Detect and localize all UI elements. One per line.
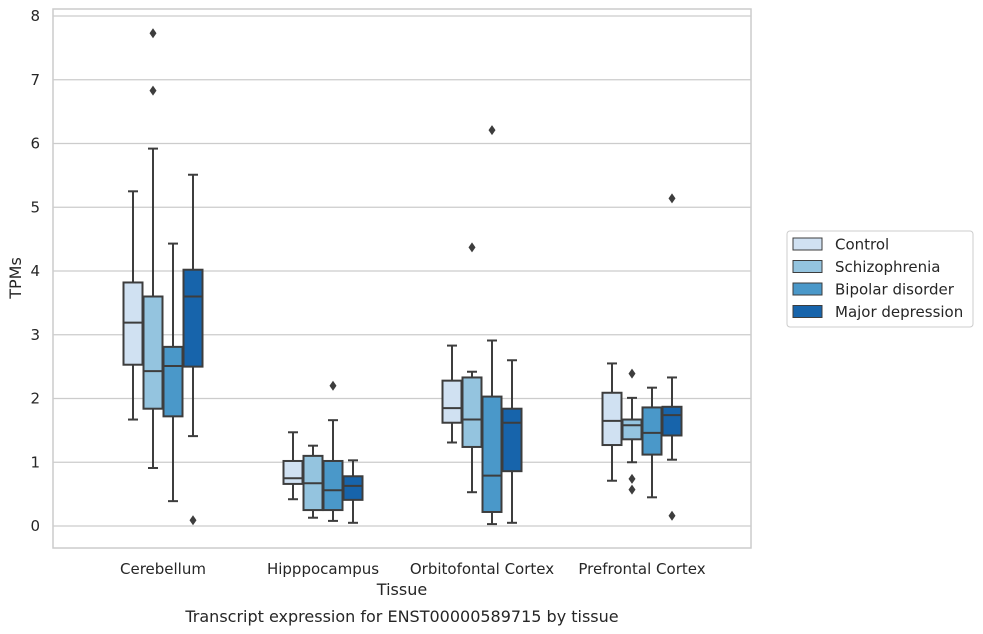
legend-label: Major depression	[835, 303, 963, 321]
box-plot	[322, 380, 344, 522]
y-tick-label: 7	[30, 71, 40, 89]
box-plot	[122, 190, 144, 421]
box-iqr	[322, 459, 344, 512]
outlier-point	[149, 28, 157, 39]
box-iqr	[641, 406, 663, 456]
y-tick-label: 3	[30, 326, 40, 344]
y-tick-label: 1	[30, 453, 40, 471]
legend-label: Control	[835, 236, 889, 254]
legend-label: Schizophrenia	[835, 258, 940, 276]
box-plot	[441, 344, 463, 444]
box-iqr	[441, 379, 463, 424]
y-tick-label: 4	[30, 262, 40, 280]
box-plot	[342, 459, 364, 524]
x-tick-label: Prefrontal Cortex	[578, 560, 705, 578]
box-plot	[142, 28, 164, 469]
box-plot	[481, 125, 503, 526]
outlier-point	[488, 125, 496, 136]
box-iqr	[621, 418, 643, 441]
y-tick-label: 2	[30, 390, 40, 408]
box-plots	[122, 28, 683, 526]
legend-label: Bipolar disorder	[835, 281, 955, 299]
y-tick-label: 5	[30, 198, 40, 216]
box-plot	[621, 368, 643, 495]
x-axis-ticks: Cerebellum Hipppocampus Orbitofontal Corte…	[120, 560, 706, 578]
box-plot	[282, 431, 304, 501]
outlier-point	[189, 515, 197, 526]
y-axis-ticks: 0 1 2 3 4 5 6 7 8	[30, 7, 40, 535]
outlier-point	[468, 242, 476, 253]
outlier-point	[628, 473, 636, 484]
outlier-point	[149, 85, 157, 96]
box-iqr	[601, 391, 623, 447]
y-axis-title: TPMs	[6, 257, 25, 300]
box-plot	[641, 386, 663, 499]
legend-swatch	[792, 305, 823, 318]
box-plot	[661, 193, 683, 521]
y-tick-label: 6	[30, 135, 40, 153]
outlier-point	[668, 510, 676, 521]
box-iqr	[182, 268, 204, 368]
box-iqr	[282, 459, 304, 485]
box-iqr	[501, 407, 523, 473]
outlier-point	[329, 380, 337, 391]
legend-swatch	[792, 237, 823, 251]
legend-frame	[786, 230, 974, 328]
box-iqr	[461, 376, 483, 448]
box-plot	[162, 242, 184, 503]
x-axis-title: Tissue	[376, 580, 427, 599]
box-iqr	[342, 475, 364, 501]
box-iqr	[661, 405, 683, 437]
box-plot	[182, 173, 204, 526]
chart-caption: Transcript expression for ENST0000058971…	[184, 607, 618, 626]
box-iqr	[162, 345, 184, 418]
y-tick-label: 8	[30, 7, 40, 25]
x-tick-label: Cerebellum	[120, 560, 206, 578]
y-tick-label: 0	[30, 517, 40, 535]
box-plot	[501, 359, 523, 524]
box-plot	[601, 362, 623, 482]
outlier-point	[628, 368, 636, 379]
legend: Control Schizophrenia Bipolar disorder Majo…	[786, 230, 974, 328]
x-tick-label: Orbitofontal Cortex	[410, 560, 554, 578]
x-tick-label: Hipppocampus	[267, 560, 379, 578]
legend-swatch	[792, 282, 823, 296]
box-iqr	[481, 395, 503, 513]
plot-frame	[52, 8, 752, 549]
outlier-point	[668, 193, 676, 204]
box-iqr	[142, 295, 164, 410]
outlier-point	[628, 484, 636, 495]
box-plot	[461, 242, 483, 494]
box-plot	[302, 444, 324, 519]
legend-swatch	[792, 260, 823, 273]
